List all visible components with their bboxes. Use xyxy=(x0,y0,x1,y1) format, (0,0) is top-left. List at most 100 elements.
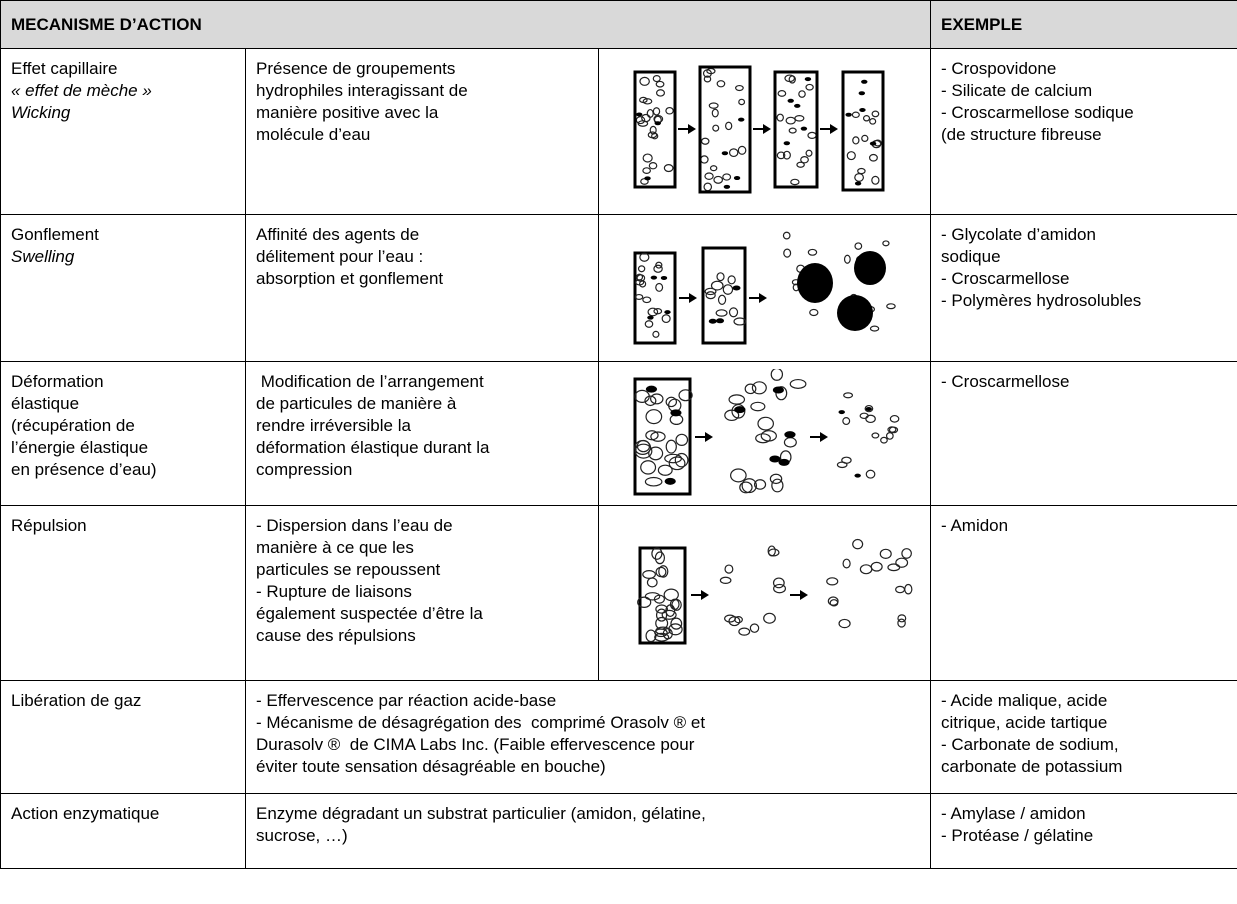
illustration-shape xyxy=(758,293,767,303)
illustration-shape xyxy=(806,131,817,139)
illustration-shape xyxy=(769,473,782,484)
text-line: - Protéase / gélatine xyxy=(941,826,1094,845)
illustration-shape xyxy=(889,414,899,423)
illustration-shape xyxy=(710,280,724,291)
illustration-shape xyxy=(723,614,736,623)
row: Déformation élastique (récupération de l’én… xyxy=(0,361,1237,506)
illustration-shape xyxy=(859,412,869,419)
illustration-shape xyxy=(846,150,856,160)
illustration-shape xyxy=(649,430,666,442)
illustration-shape xyxy=(870,561,883,572)
text-line: déformation élastique durant la xyxy=(256,438,490,457)
illustration-shape xyxy=(715,318,724,324)
illustration-shape xyxy=(851,538,863,550)
illustration-shape xyxy=(844,112,852,117)
illustration-shape xyxy=(837,618,851,629)
illustration-shape xyxy=(804,149,813,157)
text-line: éviter toute sensation désagréable en bo… xyxy=(256,757,606,776)
illustration-shape xyxy=(657,464,673,476)
mechanism-table: MECANISME D’ACTION EXEMPLE Effet capilla… xyxy=(0,0,1237,869)
illustration-shape xyxy=(651,330,659,338)
illustration-shape xyxy=(716,79,725,87)
illustration-shape xyxy=(639,459,656,475)
text-line: élastique xyxy=(11,394,80,413)
illustration-shape xyxy=(641,569,656,579)
illustration-shape xyxy=(711,124,719,132)
illustration-shape xyxy=(715,272,725,282)
illustration-shape xyxy=(772,577,785,589)
illustration-shape xyxy=(732,317,746,326)
illustration-shape xyxy=(853,251,886,285)
illustration-cell xyxy=(598,48,931,215)
illustration-shape xyxy=(788,74,796,84)
illustration-shape xyxy=(664,106,674,115)
text-line: compression xyxy=(256,460,353,479)
illustration-shape xyxy=(853,242,862,250)
illustration-shape xyxy=(655,80,664,88)
text-line: Déformation xyxy=(11,372,104,391)
illustration-shape xyxy=(650,275,657,280)
illustration-shape xyxy=(638,252,649,262)
illustration-shape xyxy=(783,140,790,145)
illustration-shape xyxy=(726,275,736,285)
text-line: Durasolv ® de CIMA Labs Inc. (Faible eff… xyxy=(256,735,695,754)
text-line: Affinité des agents de xyxy=(256,225,420,244)
example-cell: - Acide malique, acide citrique, acide ta… xyxy=(930,680,1237,794)
illustration-shape xyxy=(661,609,677,620)
text-line: de particules de manière à xyxy=(256,394,457,413)
text-line: Modification de l’arrangement xyxy=(256,372,484,391)
illustration-shape xyxy=(737,627,750,636)
header-row: MECANISME D’ACTION EXEMPLE xyxy=(0,0,1237,49)
illustration-shape xyxy=(853,473,861,478)
illustration-shape xyxy=(638,76,650,86)
illustration-shape xyxy=(715,309,728,317)
illustration-shape xyxy=(663,453,682,463)
text-line: Effet capillaire xyxy=(11,59,118,78)
illustration-shape xyxy=(717,294,726,305)
illustration-shape xyxy=(669,617,682,630)
illustration-shape xyxy=(702,182,712,191)
row: Libération de gaz - Effervescence par ré… xyxy=(0,680,1237,794)
illustration-shape xyxy=(865,469,875,479)
text-line: également suspectée d’être la xyxy=(256,604,483,623)
illustration-shape xyxy=(635,111,642,116)
illustration-shape xyxy=(879,548,892,560)
description-cell: Présence de groupements hydrophiles inter… xyxy=(245,48,599,215)
illustration-shape xyxy=(767,545,776,557)
example-cell: - Glycolate d’amidon sodique - Croscarmell… xyxy=(930,214,1237,362)
illustration-shape xyxy=(721,150,728,155)
illustration-shape xyxy=(843,254,851,264)
illustration-shape xyxy=(634,443,652,459)
illustration-shape xyxy=(859,564,872,575)
illustration-shape xyxy=(729,467,747,482)
illustration-shape xyxy=(870,175,880,185)
text-line: Gonflement xyxy=(11,225,99,244)
description-cell: Modification de l’arrangement de particul… xyxy=(245,361,599,506)
illustration-shape xyxy=(829,599,838,607)
illustration-shape xyxy=(753,478,766,490)
illustration-shape xyxy=(722,284,733,295)
description-cell: Enzyme dégradant un substrat particulier… xyxy=(245,793,931,869)
illustration-shape xyxy=(731,285,740,291)
illustration-shape xyxy=(865,406,872,411)
illustration-shape xyxy=(762,612,776,624)
illustration-shape xyxy=(654,282,663,292)
illustration-shape xyxy=(871,110,879,117)
illustration-shape xyxy=(667,623,683,636)
illustration xyxy=(633,368,899,495)
illustration-shape xyxy=(644,408,662,424)
text-line: rendre irréversible la xyxy=(256,416,411,435)
illustration-shape xyxy=(641,166,651,174)
illustration-shape xyxy=(799,590,808,600)
text-line: cause des répulsions xyxy=(256,626,416,645)
illustration-shape xyxy=(712,175,723,184)
illustration-shape xyxy=(670,598,682,611)
description-cell: - Dispersion dans l’eau de manière à ce q… xyxy=(245,505,599,681)
text-line: l’énergie élastique xyxy=(11,438,149,457)
illustration-shape xyxy=(756,416,774,431)
illustration-shape xyxy=(699,154,709,164)
illustration-shape xyxy=(789,378,806,389)
illustration-shape xyxy=(660,275,667,280)
text-line: particules se repoussent xyxy=(256,560,441,579)
illustration-shape xyxy=(700,590,709,600)
